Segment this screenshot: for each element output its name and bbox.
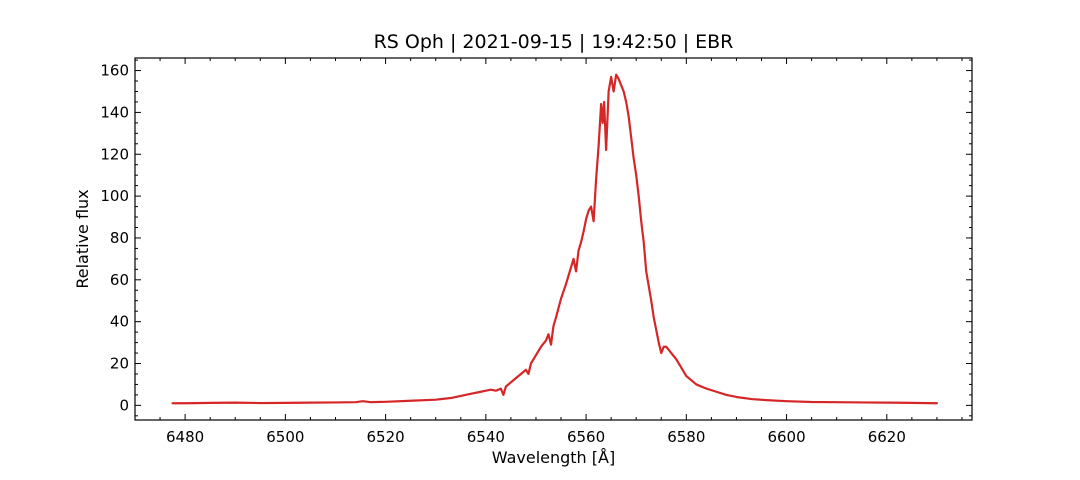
spectrum-line — [171, 73, 939, 405]
x-tick-label: 6600 — [767, 428, 805, 446]
y-tick-label: 120 — [100, 145, 129, 163]
y-tick-label: 80 — [110, 229, 129, 247]
x-axis-label: Wavelength [Å] — [492, 448, 615, 467]
chart-title: RS Oph | 2021-09-15 | 19:42:50 | EBR — [374, 31, 734, 53]
x-tick-label: 6480 — [166, 428, 204, 446]
x-tick-label: 6520 — [367, 428, 405, 446]
y-tick-label: 100 — [100, 187, 129, 205]
y-tick-label: 40 — [110, 313, 129, 331]
x-tick-label: 6620 — [868, 428, 906, 446]
y-tick-label: 20 — [110, 355, 129, 373]
y-tick-label: 0 — [119, 396, 129, 414]
plot-area — [171, 73, 939, 405]
x-tick-label: 6500 — [266, 428, 304, 446]
y-tick-label: 160 — [100, 62, 129, 80]
y-axis-label: Relative flux — [73, 189, 92, 288]
plot-frame — [134, 57, 973, 421]
x-tick-label: 6540 — [467, 428, 505, 446]
y-tick-label: 140 — [100, 103, 129, 121]
x-tick-label: 6580 — [667, 428, 705, 446]
axis-ticks: 6480 6500 6520 6540 6560 6580 6600 6620 0 20 40 60 8… — [100, 58, 972, 446]
y-tick-label: 60 — [110, 271, 129, 289]
x-tick-label: 6560 — [567, 428, 605, 446]
